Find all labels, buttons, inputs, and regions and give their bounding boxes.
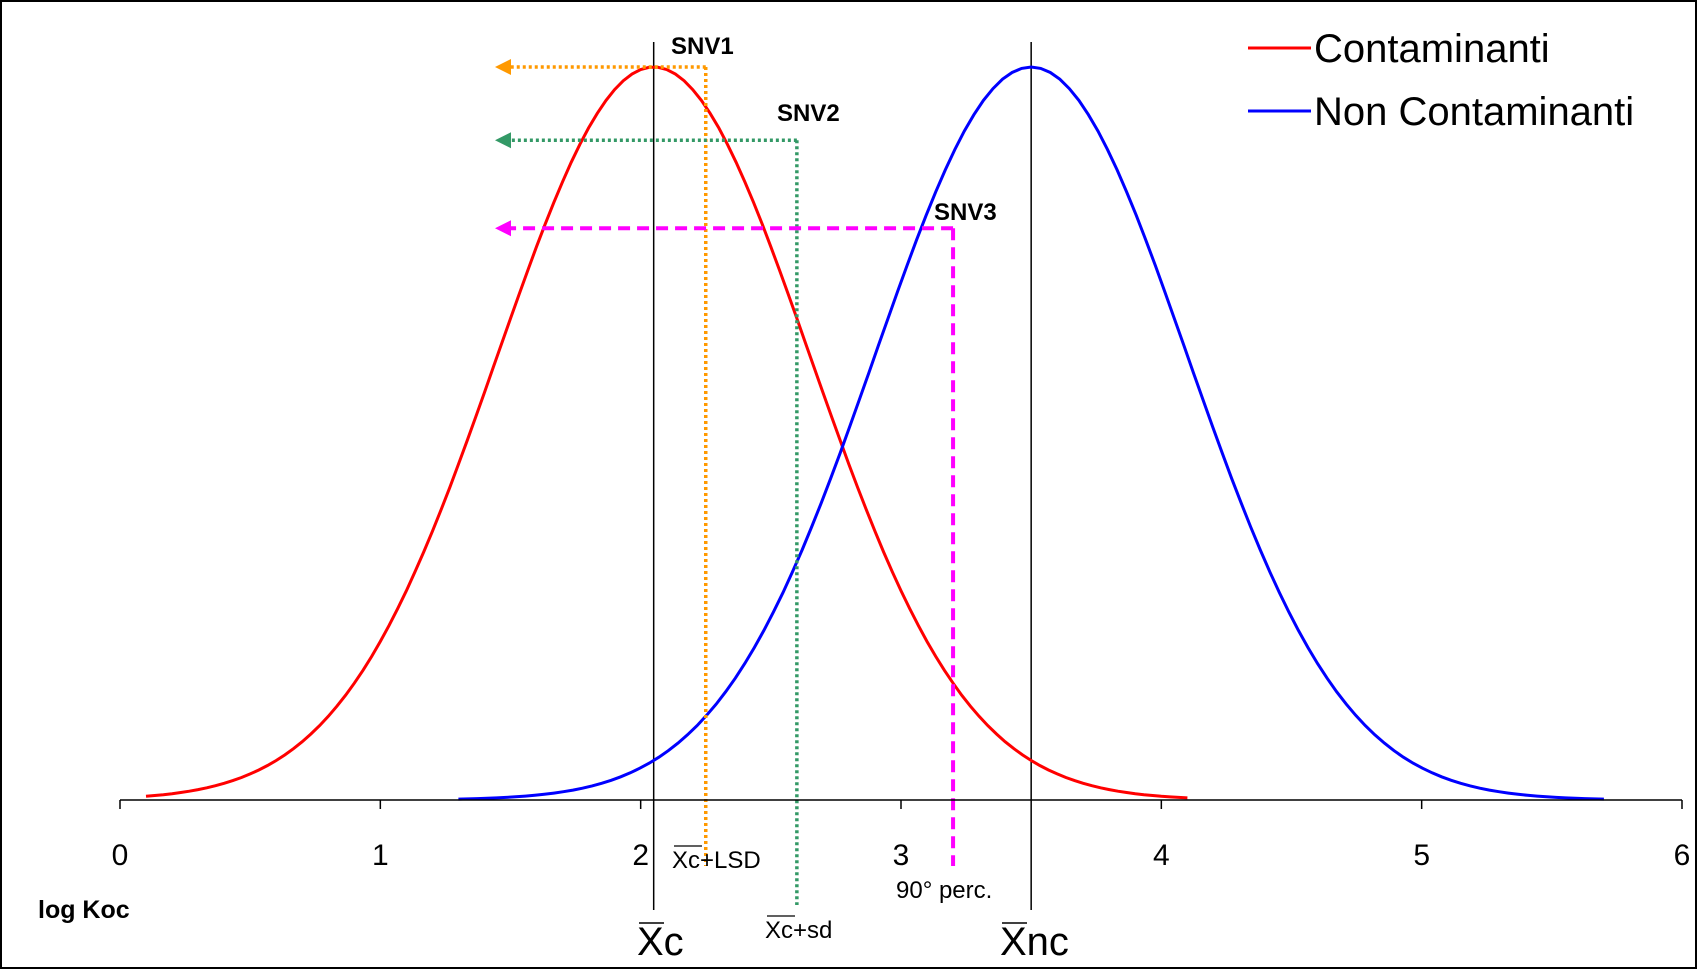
mean-label-xc: Xc bbox=[637, 920, 684, 964]
threshold-arrow-3 bbox=[495, 220, 511, 237]
threshold-arrow-1 bbox=[495, 59, 511, 75]
x-axis-title: log Koc bbox=[38, 896, 130, 924]
x-tick-label-6: 6 bbox=[1674, 839, 1691, 872]
guide-lines bbox=[652, 42, 1032, 910]
threshold-lines bbox=[495, 59, 956, 905]
series-line-1 bbox=[145, 65, 1188, 800]
legend-label-1: Contaminanti bbox=[1314, 27, 1550, 71]
legend: Contaminanti Non Contaminanti bbox=[1248, 27, 1634, 134]
annotation-labels: SNV1 SNV2 SNV3 Xc+LSD Xc+sd 90° perc. Xc Xnc bbox=[637, 33, 1069, 964]
marker-label-lsd: Xc+LSD bbox=[672, 847, 761, 874]
x-tick-label-1: 1 bbox=[372, 839, 389, 872]
x-tick-label-3: 3 bbox=[893, 839, 910, 872]
snv-label-2: SNV2 bbox=[777, 100, 840, 127]
marker-label-90perc: 90° perc. bbox=[896, 877, 992, 904]
legend-label-2: Non Contaminanti bbox=[1314, 90, 1634, 134]
marker-label-sd: Xc+sd bbox=[765, 917, 832, 944]
series-line-2 bbox=[458, 65, 1604, 801]
x-tick-label-4: 4 bbox=[1153, 839, 1170, 872]
mean-label-xnc: Xnc bbox=[1000, 920, 1069, 964]
snv-label-3: SNV3 bbox=[934, 199, 997, 226]
x-tick-label-2: 2 bbox=[632, 839, 649, 872]
x-axis: 0 1 2 3 4 5 6 log Koc bbox=[38, 799, 1691, 924]
threshold-arrow-2 bbox=[495, 132, 511, 149]
distribution-curves bbox=[145, 65, 1604, 801]
snv-label-1: SNV1 bbox=[671, 33, 734, 60]
x-tick-label-0: 0 bbox=[112, 839, 129, 872]
x-tick-label-5: 5 bbox=[1413, 839, 1430, 872]
